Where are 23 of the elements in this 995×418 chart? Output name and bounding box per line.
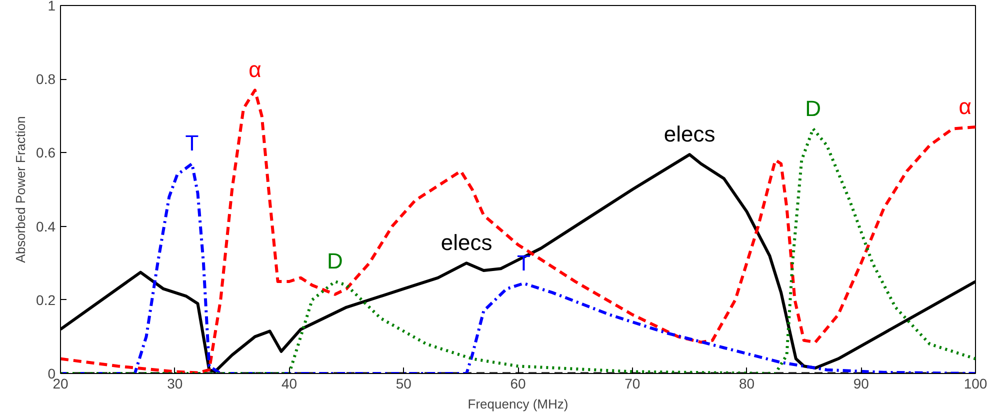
x-tick-label: 80 — [738, 376, 755, 392]
y-axis-title: Absorbed Power Fraction — [13, 116, 28, 263]
y-tick-label: 0.6 — [36, 144, 56, 161]
x-tick-label: 70 — [624, 376, 640, 392]
y-tick-label: 0.8 — [36, 71, 56, 88]
x-tick-label: 90 — [853, 376, 870, 392]
y-tick-label: 0.4 — [36, 218, 56, 234]
text: T — [185, 130, 199, 156]
y-tick-label: 0.2 — [36, 292, 56, 308]
series-label: T — [517, 250, 530, 276]
x-tick-label: 30 — [167, 376, 183, 392]
series-label: α — [958, 94, 972, 119]
text: D — [805, 96, 822, 121]
series-label: D — [327, 248, 343, 274]
series-label: elecs — [440, 230, 492, 256]
text: elecs — [664, 122, 716, 147]
text: α — [248, 57, 262, 82]
x-tick-label: 40 — [281, 376, 298, 392]
y-tick-label: 1 — [48, 0, 56, 14]
x-axis-title: Frequency (MHz) — [468, 396, 568, 412]
x-tick-label: 50 — [396, 376, 412, 392]
x-tick-label: 60 — [510, 376, 526, 392]
x-tick-label: 100 — [964, 376, 988, 392]
